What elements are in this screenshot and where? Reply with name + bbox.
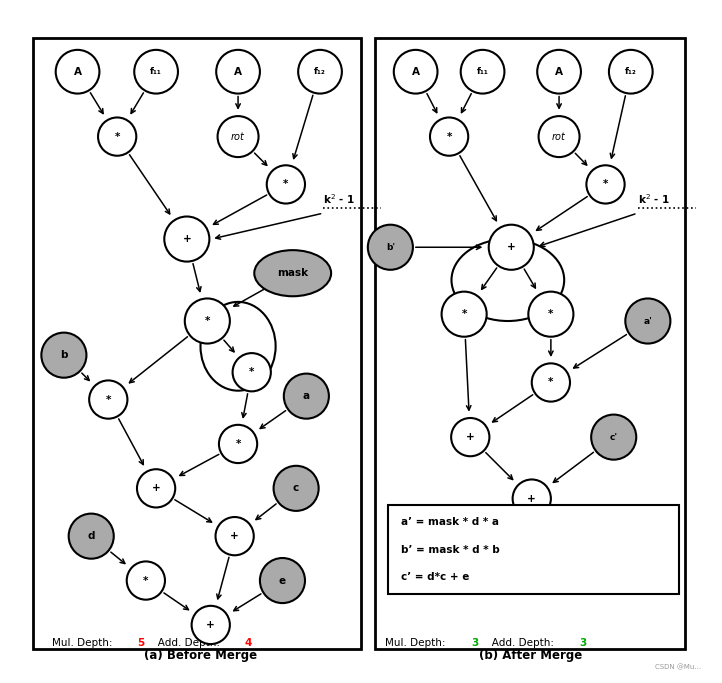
Text: mask: mask [277,268,308,278]
Circle shape [284,374,329,419]
Circle shape [537,50,581,94]
Text: CSDN @Mu...: CSDN @Mu... [655,665,701,671]
Circle shape [216,517,253,555]
Circle shape [513,479,551,518]
Circle shape [98,117,136,156]
Circle shape [609,50,653,94]
Text: Add. Depth:: Add. Depth: [482,639,557,648]
Text: f₁₁: f₁₁ [477,67,489,76]
Circle shape [41,333,87,378]
Text: *: * [446,132,452,141]
Text: +: + [230,531,239,541]
Circle shape [539,116,580,157]
Text: +: + [507,242,516,252]
Text: A: A [234,67,242,76]
Text: *: * [105,395,111,404]
Text: +: + [206,620,215,630]
Circle shape [216,50,260,94]
Circle shape [69,514,114,559]
Circle shape [529,292,573,337]
Circle shape [451,418,490,456]
Text: f₁₂: f₁₂ [314,67,326,76]
Text: *: * [283,180,289,189]
Bar [33,38,361,649]
Circle shape [260,558,305,603]
Text: A: A [555,67,563,76]
Bar [388,505,679,594]
Text: *: * [204,316,210,326]
Text: b: b [60,350,68,360]
Text: +: + [527,494,536,503]
Text: e: e [279,576,286,585]
Text: *: * [548,309,554,319]
Text: 4: 4 [245,639,252,648]
Text: +: + [183,234,191,244]
Circle shape [489,225,534,270]
Circle shape [461,50,505,94]
Text: 3: 3 [471,639,479,648]
Circle shape [134,50,178,94]
Text: +: + [152,484,160,493]
Text: a': a' [643,316,652,326]
Text: Add. Depth:: Add. Depth: [148,639,223,648]
Circle shape [531,363,570,402]
Text: (a) Before Merge: (a) Before Merge [144,649,257,663]
Text: +: + [466,432,474,442]
Text: *: * [115,132,120,141]
Text: rot: rot [231,132,245,141]
Circle shape [442,292,487,337]
Text: *: * [249,367,254,377]
Circle shape [586,165,625,204]
Circle shape [393,50,438,94]
Circle shape [191,606,230,644]
Circle shape [165,217,209,262]
Circle shape [266,165,305,204]
Circle shape [298,50,342,94]
Text: f₁₁: f₁₁ [150,67,162,76]
Circle shape [591,415,636,460]
Text: A: A [412,67,419,76]
Text: rot: rot [552,132,566,141]
Text: c’ = d*c + e: c’ = d*c + e [401,572,469,582]
Circle shape [625,298,671,344]
Text: a: a [303,391,310,401]
Text: *: * [461,309,467,319]
Text: k$^2$ - 1: k$^2$ - 1 [638,193,669,206]
Text: a’ = mask * d * a: a’ = mask * d * a [401,518,499,527]
Circle shape [89,380,127,419]
Text: k$^2$ - 1: k$^2$ - 1 [323,193,355,206]
Text: Mul. Depth:: Mul. Depth: [52,639,116,648]
Text: d: d [87,531,95,541]
Text: b’ = mask * d * b: b’ = mask * d * b [401,545,500,555]
Circle shape [137,469,175,507]
Text: Mul. Depth:: Mul. Depth: [385,639,448,648]
Circle shape [367,225,413,270]
Circle shape [232,353,271,391]
Text: c': c' [609,432,618,442]
Circle shape [274,466,318,511]
Circle shape [219,425,257,463]
Text: *: * [548,378,554,387]
Text: *: * [603,180,608,189]
Text: *: * [235,439,240,449]
Text: c: c [293,484,299,493]
Text: 5: 5 [138,639,145,648]
Text: b': b' [386,242,395,252]
Text: A: A [74,67,82,76]
Text: (b) After Merge: (b) After Merge [479,649,582,663]
Circle shape [185,298,230,344]
Text: *: * [143,576,149,585]
Text: 3: 3 [580,639,587,648]
Bar [375,38,685,649]
Circle shape [127,561,165,600]
Circle shape [56,50,100,94]
Ellipse shape [254,250,331,296]
Text: f₁₂: f₁₂ [625,67,637,76]
Circle shape [430,117,469,156]
Circle shape [217,116,258,157]
